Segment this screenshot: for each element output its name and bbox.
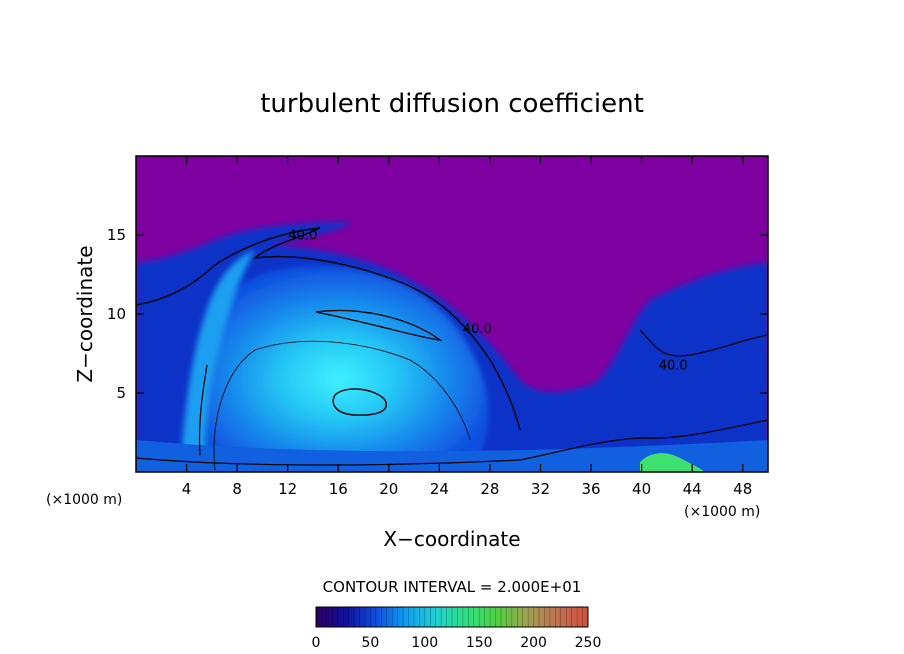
contour-value-label: 40.0 — [463, 322, 492, 337]
contour-value-label: 40.0 — [659, 358, 688, 373]
contour-core — [332, 388, 387, 416]
field-left-column — [180, 250, 255, 470]
x-tick-label: 28 — [480, 480, 499, 498]
colorbar-tick-label: 200 — [520, 635, 547, 651]
contour-40-inner — [315, 309, 443, 341]
colorbar-gradient — [315, 606, 589, 628]
chart-title: turbulent diffusion coefficient — [260, 89, 644, 119]
colorbar-tick-label: 0 — [312, 635, 321, 651]
contour-labels: 40.0 40.0 40.0 — [288, 229, 687, 374]
contour-left-streak — [198, 364, 208, 456]
x-unit-left: (×1000 m) — [46, 492, 122, 508]
x-tick-label: 40 — [632, 480, 651, 498]
contour-surface — [136, 419, 768, 466]
contour-interval-label: CONTOUR INTERVAL = 2.000E+01 — [323, 578, 582, 596]
contour-eddy-outer — [213, 340, 471, 471]
contour-lines — [136, 227, 768, 471]
x-tick-label: 24 — [430, 480, 449, 498]
field-eddy-region — [200, 265, 489, 471]
y-axis: 5 10 15 — [107, 226, 768, 402]
x-tick-label: 4 — [182, 480, 192, 498]
plot-area: 40.0 40.0 40.0 — [136, 156, 768, 472]
y-tick-label: 15 — [107, 226, 126, 244]
x-tick-label: 16 — [329, 480, 348, 498]
x-tick-label: 36 — [581, 480, 600, 498]
x-tick-label: 20 — [379, 480, 398, 498]
x-axis-title: X−coordinate — [383, 527, 520, 551]
x-tick-label: 44 — [683, 480, 702, 498]
contour-value-label: 40.0 — [288, 229, 317, 244]
x-tick-label: 8 — [232, 480, 242, 498]
y-tick-label: 5 — [116, 384, 126, 402]
colorbar-tick-label: 100 — [411, 635, 438, 651]
field-surface-layer — [136, 440, 768, 472]
y-axis-title: Z−coordinate — [73, 245, 97, 382]
colorbar: 0 50 100 150 200 250 — [312, 606, 602, 651]
colorbar-tick-label: 150 — [466, 635, 493, 651]
contour-right — [639, 329, 768, 357]
x-tick-label: 12 — [278, 480, 297, 498]
y-tick-label: 10 — [107, 305, 126, 323]
colorbar-tick-label: 50 — [361, 635, 379, 651]
field-green-patch — [640, 453, 705, 472]
x-tick-label: 32 — [531, 480, 550, 498]
x-axis: 4 8 12 16 20 24 28 32 36 40 44 48 — [182, 156, 752, 498]
colorbar-tick-label: 250 — [575, 635, 602, 651]
contour-40-upper — [136, 227, 521, 431]
x-tick-label: 48 — [733, 480, 752, 498]
x-unit-right: (×1000 m) — [684, 504, 760, 520]
